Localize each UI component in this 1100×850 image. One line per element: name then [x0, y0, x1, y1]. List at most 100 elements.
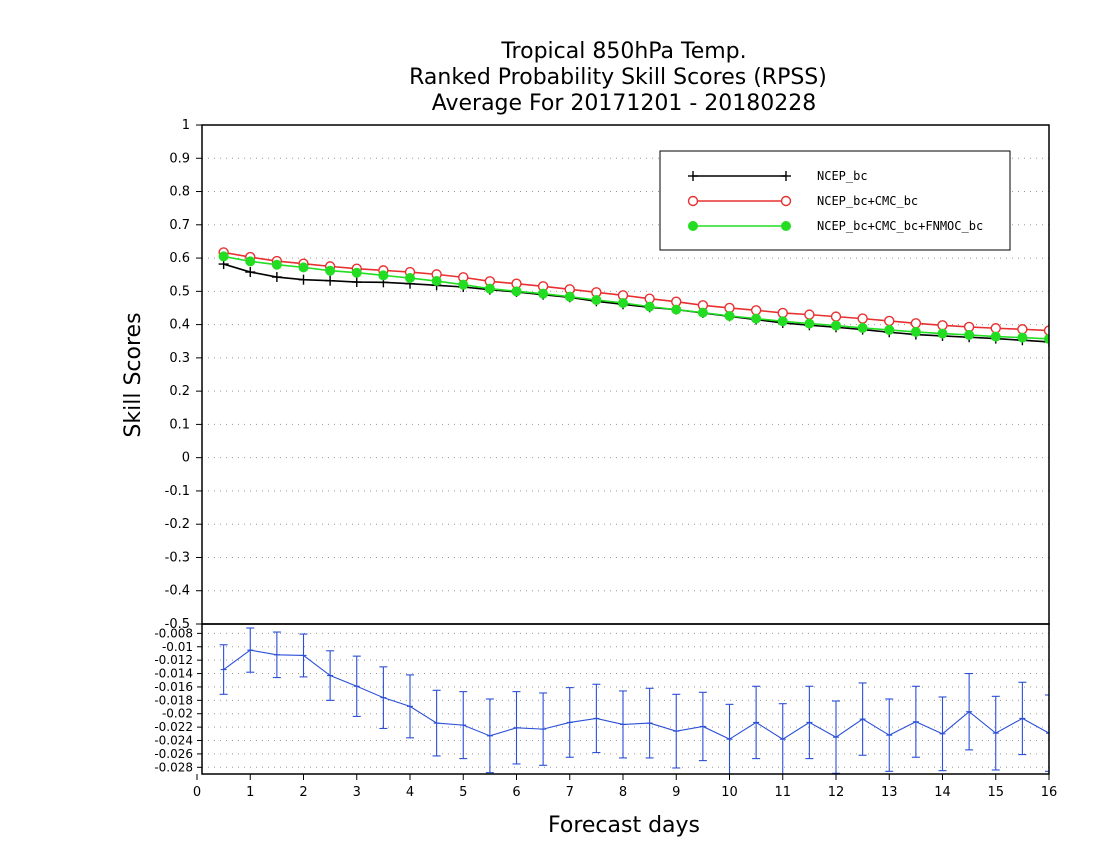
error-bar [911, 685, 920, 758]
data-point [538, 288, 549, 299]
series-2 [218, 251, 1049, 344]
data-point [351, 267, 362, 278]
y-tick-label: -0.018 [154, 693, 193, 707]
legend-marker [687, 195, 699, 207]
data-point [990, 323, 1001, 334]
legend-label: NCEP_bc [817, 169, 868, 183]
data-point [804, 309, 815, 320]
y-tick-label: 0.6 [169, 251, 190, 266]
data-point [777, 316, 788, 327]
y-tick-label: -0.014 [154, 667, 193, 681]
data-point [271, 272, 282, 283]
data-point [218, 251, 229, 262]
legend-marker [688, 221, 698, 231]
error-bar [1045, 694, 1049, 772]
data-point [964, 329, 975, 340]
y-tick-label: 0 [182, 451, 190, 466]
x-tick-label: 13 [881, 785, 898, 800]
x-tick-label: 7 [566, 785, 574, 800]
data-point [564, 291, 575, 302]
error-bar [539, 692, 548, 766]
y-axis-label: Skill Scores [121, 312, 146, 437]
x-tick-label: 12 [828, 785, 845, 800]
title-line-1: Tropical 850hPa Temp. [500, 39, 746, 64]
error-bar [352, 655, 361, 717]
y-tick-label: 0.2 [169, 384, 190, 399]
error-bar [485, 698, 494, 774]
data-point [245, 256, 256, 267]
data-point [1017, 324, 1028, 335]
error-bar [565, 687, 574, 758]
x-tick-label: 5 [459, 785, 467, 800]
error-bar [406, 674, 414, 739]
title-line-3: Average For 20171201 - 20180228 [432, 91, 817, 116]
x-ticks: 0 1 2 3 4 5 6 7 8 9 10 11 12 13 14 15 16 [193, 774, 1057, 800]
x-tick-label: 9 [672, 785, 680, 800]
error-bar [858, 682, 867, 756]
error-bar [272, 631, 281, 679]
bottom-series-layer [219, 627, 1049, 774]
error-bar [885, 698, 894, 772]
y-tick-label: 0.5 [169, 284, 190, 299]
error-bar [326, 650, 335, 701]
x-tick-label: 10 [721, 785, 738, 800]
y-tick-label: -0.008 [154, 626, 193, 640]
data-point [298, 262, 309, 273]
x-tick-label: 8 [619, 785, 627, 800]
y-tick-label: -0.028 [154, 760, 193, 774]
x-tick-label: 14 [934, 785, 951, 800]
data-point [484, 283, 495, 294]
y-tick-label: -0.022 [154, 720, 193, 734]
error-bar [938, 696, 947, 772]
error-bar [805, 685, 814, 760]
data-point [830, 311, 842, 322]
data-point [884, 324, 895, 335]
y-tick-label: 0.8 [169, 185, 190, 200]
error-bar [698, 691, 707, 762]
x-tick-label: 15 [987, 785, 1004, 800]
y-tick-label: 0.4 [169, 318, 190, 333]
bottom-panel-frame [201, 623, 1050, 775]
y-tick-label: -0.2 [165, 517, 190, 532]
error-bar [645, 687, 654, 759]
x-tick-label: 1 [246, 785, 254, 800]
data-point [431, 276, 442, 287]
series-line [223, 263, 1049, 343]
y-tick-label: -0.3 [165, 550, 190, 565]
error-bar [299, 633, 308, 678]
y-tick-label: 1 [182, 118, 190, 133]
y-tick-label: -0.5 [165, 617, 190, 632]
y-tick-label: 0.9 [169, 151, 190, 166]
x-tick-label: 11 [774, 785, 791, 800]
data-point [884, 315, 895, 327]
x-tick-label: 4 [406, 785, 414, 800]
data-point [644, 301, 655, 312]
error-bar [592, 683, 601, 754]
legend-label: NCEP_bc+CMC_bc [817, 194, 918, 208]
data-point [750, 305, 762, 316]
error-bar [832, 700, 840, 774]
error-bar [778, 703, 787, 774]
data-point [751, 313, 762, 324]
series-line [223, 251, 1049, 332]
data-point [591, 294, 602, 305]
legend-marker [688, 171, 698, 181]
series-line [223, 649, 1049, 740]
error-bar [672, 693, 681, 769]
x-tick-label: 16 [1041, 785, 1058, 800]
data-point [405, 273, 415, 284]
x-tick-label: 2 [299, 785, 307, 800]
bottom-y-ticks: -0.008-0.01-0.012-0.014-0.016-0.018-0.02… [154, 626, 202, 774]
y-tick-label: -0.016 [154, 680, 193, 694]
legend-entry: NCEP_bc [688, 169, 868, 183]
y-tick-label: -0.1 [165, 484, 190, 499]
data-point [511, 286, 522, 297]
error-bar [219, 644, 228, 695]
data-point [378, 270, 389, 281]
error-bar [512, 691, 521, 765]
error-bar [725, 703, 734, 774]
data-point [857, 322, 868, 333]
data-point [325, 265, 336, 276]
error-bar [619, 690, 627, 759]
